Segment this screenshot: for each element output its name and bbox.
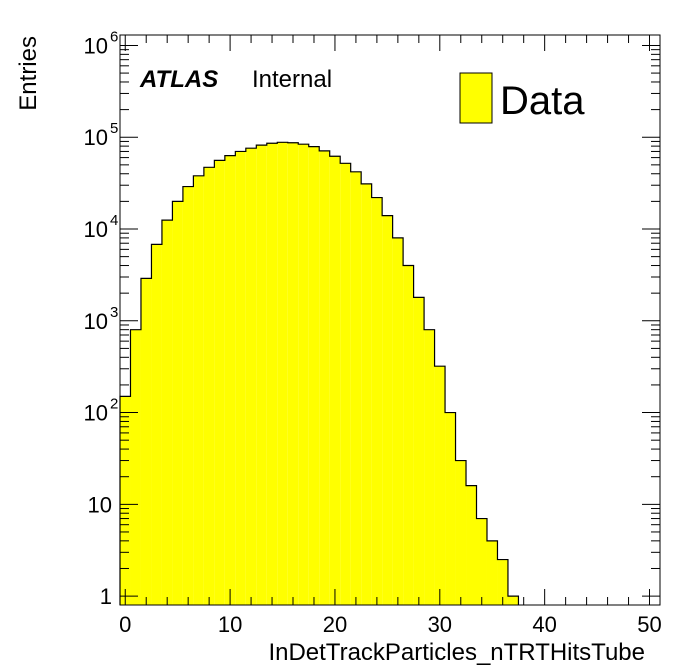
histogram-bin xyxy=(224,155,236,605)
x-tick-label: 40 xyxy=(532,612,556,637)
x-tick-label: 10 xyxy=(218,612,242,637)
histogram-bin xyxy=(424,329,435,605)
histogram-bin xyxy=(130,329,141,605)
histogram-bin xyxy=(361,183,372,605)
legend-swatch xyxy=(459,72,493,124)
histogram-bin xyxy=(455,460,467,605)
y-tick-exponent: 2 xyxy=(110,396,118,413)
y-tick-label: 1 xyxy=(100,584,112,609)
legend-label-data: Data xyxy=(500,79,585,123)
x-tick-label: 0 xyxy=(119,612,131,637)
histogram-bin xyxy=(486,540,498,605)
histogram-bin xyxy=(277,142,288,605)
histogram-layer xyxy=(119,141,520,606)
histogram-bin xyxy=(182,186,194,605)
histogram-bin xyxy=(214,160,225,605)
histogram-bin xyxy=(507,596,519,605)
axes-layer xyxy=(119,34,661,606)
histogram-bin xyxy=(256,145,267,606)
histogram-bin xyxy=(382,215,393,605)
histogram-bin xyxy=(329,156,341,606)
x-tick-label: 20 xyxy=(323,612,347,637)
histogram-bin xyxy=(140,278,152,605)
histogram-bin xyxy=(413,297,425,605)
histogram-bin xyxy=(161,220,173,605)
y-tick-exponent: 3 xyxy=(110,304,118,321)
plot-frame xyxy=(119,34,661,606)
histogram-bin xyxy=(403,265,414,605)
y-tick-label: 10 xyxy=(84,309,108,334)
y-axis-title: Entries xyxy=(15,36,42,111)
histogram-bin xyxy=(340,163,351,605)
histogram-bin xyxy=(319,150,330,606)
histogram-bin xyxy=(466,485,477,605)
x-tick-label: 30 xyxy=(428,612,452,637)
histogram-bin xyxy=(203,167,215,605)
histogram-bin xyxy=(245,148,257,605)
histogram-bin xyxy=(371,197,383,606)
x-tick-label: 50 xyxy=(637,612,661,637)
y-tick-exponent: 5 xyxy=(110,120,118,137)
y-tick-label: 10 xyxy=(88,492,112,517)
y-tick-label: 10 xyxy=(84,33,108,58)
internal-label: Internal xyxy=(252,66,332,93)
histogram-bin xyxy=(287,142,299,605)
histogram-bin xyxy=(193,175,204,605)
atlas-label: ATLAS xyxy=(139,66,218,93)
histogram-outline xyxy=(119,141,520,605)
histogram-bin xyxy=(235,151,246,605)
histogram-bin xyxy=(298,144,309,605)
histogram-bin xyxy=(266,143,278,605)
histogram-bin xyxy=(120,396,131,605)
histogram-bin xyxy=(151,244,162,606)
histogram-bin xyxy=(445,412,456,605)
y-tick-label: 10 xyxy=(84,125,108,150)
y-tick-exponent: 4 xyxy=(110,212,118,229)
y-tick-label: 10 xyxy=(84,217,108,242)
x-axis-title: InDetTrackParticles_nTRTHitsTube xyxy=(268,639,645,666)
histogram-bin xyxy=(476,518,487,605)
y-tick-exponent: 6 xyxy=(110,28,118,45)
histogram-bin xyxy=(497,559,508,605)
histogram-bin xyxy=(308,146,320,606)
histogram-bin xyxy=(392,237,404,605)
y-tick-label: 10 xyxy=(84,401,108,426)
histogram-bin xyxy=(350,171,362,605)
histogram-bin xyxy=(434,366,446,605)
histogram-bin xyxy=(172,201,183,605)
